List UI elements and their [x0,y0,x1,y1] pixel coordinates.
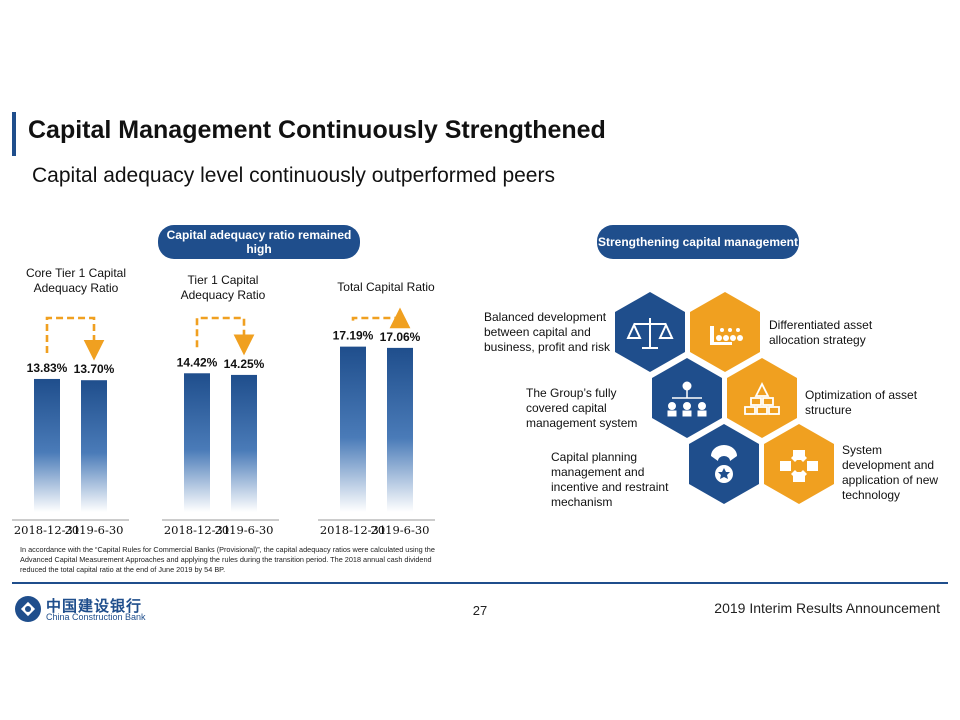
capital-management-pill: Strengthening capital management [597,225,799,259]
bar-2-0 [340,346,366,512]
item-group-capital-system: The Group’s fully covered capital manage… [526,386,638,430]
change-arrow [351,307,411,329]
stacked-blocks-icon [744,381,780,415]
bar-1-1 [231,374,257,512]
bank-name-english: China Construction Bank [46,612,146,622]
category-tick-label: 2019-6-30 [215,523,274,537]
bar-0-0 [34,378,60,512]
capital-ratio-pill: Capital adequacy ratio remained high [158,225,360,259]
item-differentiated-allocation: Differentiated asset allocation strategy [769,318,873,347]
item-balanced-development: Balanced development between capital and… [484,310,611,354]
hex-medal [689,424,759,504]
capital-ratio-chart: 13.83% 2018-12-31 13.70% 2019-6-30 14.42% 201… [12,307,435,537]
item-system-development: System development and application of ne… [842,443,939,502]
page-number: 27 [472,603,488,618]
connected-nodes-icon [780,450,818,482]
bar-0-1 [81,380,107,512]
category-tick-label: 2018-12-31 [14,523,80,537]
group-label-tier1: Tier 1 Capital Adequacy Ratio [180,273,266,302]
bar-value-label: 17.06% [380,330,421,344]
hex-org-structure [652,358,722,438]
bar-2-1 [387,347,413,512]
item-asset-structure: Optimization of asset structure [805,388,918,417]
bar-1-0 [184,373,210,512]
footnote: In accordance with the “Capital Rules fo… [20,545,435,574]
ccb-logo-icon [15,596,41,622]
page-title: Capital Management Continuously Strength… [28,116,606,144]
capital-management-hexagons [615,292,834,504]
category-tick-label: 2019-6-30 [371,523,430,537]
item-capital-planning: Capital planning management and incentiv… [551,450,669,509]
bar-value-label: 17.19% [333,329,374,343]
change-arrow [195,316,255,356]
bar-value-label: 13.70% [74,362,115,376]
change-arrow [45,316,105,361]
bank-name-chinese: 中国建设银行 [46,598,143,615]
group-label-core-tier1: Core Tier 1 Capital Adequacy Ratio [25,266,127,295]
bar-value-label: 14.42% [177,355,218,369]
org-structure-icon [667,381,707,417]
hex-asset-allocation [690,292,760,372]
hex-stacked-blocks [727,358,797,438]
hex-scales [615,292,685,372]
group-label-total: Total Capital Ratio [337,280,435,294]
asset-allocation-icon [710,326,743,345]
scales-icon [626,318,674,349]
footer-divider [12,582,948,584]
category-tick-label: 2018-12-31 [164,523,230,537]
report-title: 2019 Interim Results Announcement [714,600,940,616]
category-tick-label: 2018-12-31 [320,523,386,537]
page-subtitle: Capital adequacy level continuously outp… [32,164,555,187]
title-accent-bar [12,112,16,156]
medal-icon [711,445,737,483]
bar-value-label: 14.25% [224,357,265,371]
category-tick-label: 2019-6-30 [65,523,124,537]
bar-value-label: 13.83% [27,361,68,375]
hex-connected-nodes [764,424,834,504]
